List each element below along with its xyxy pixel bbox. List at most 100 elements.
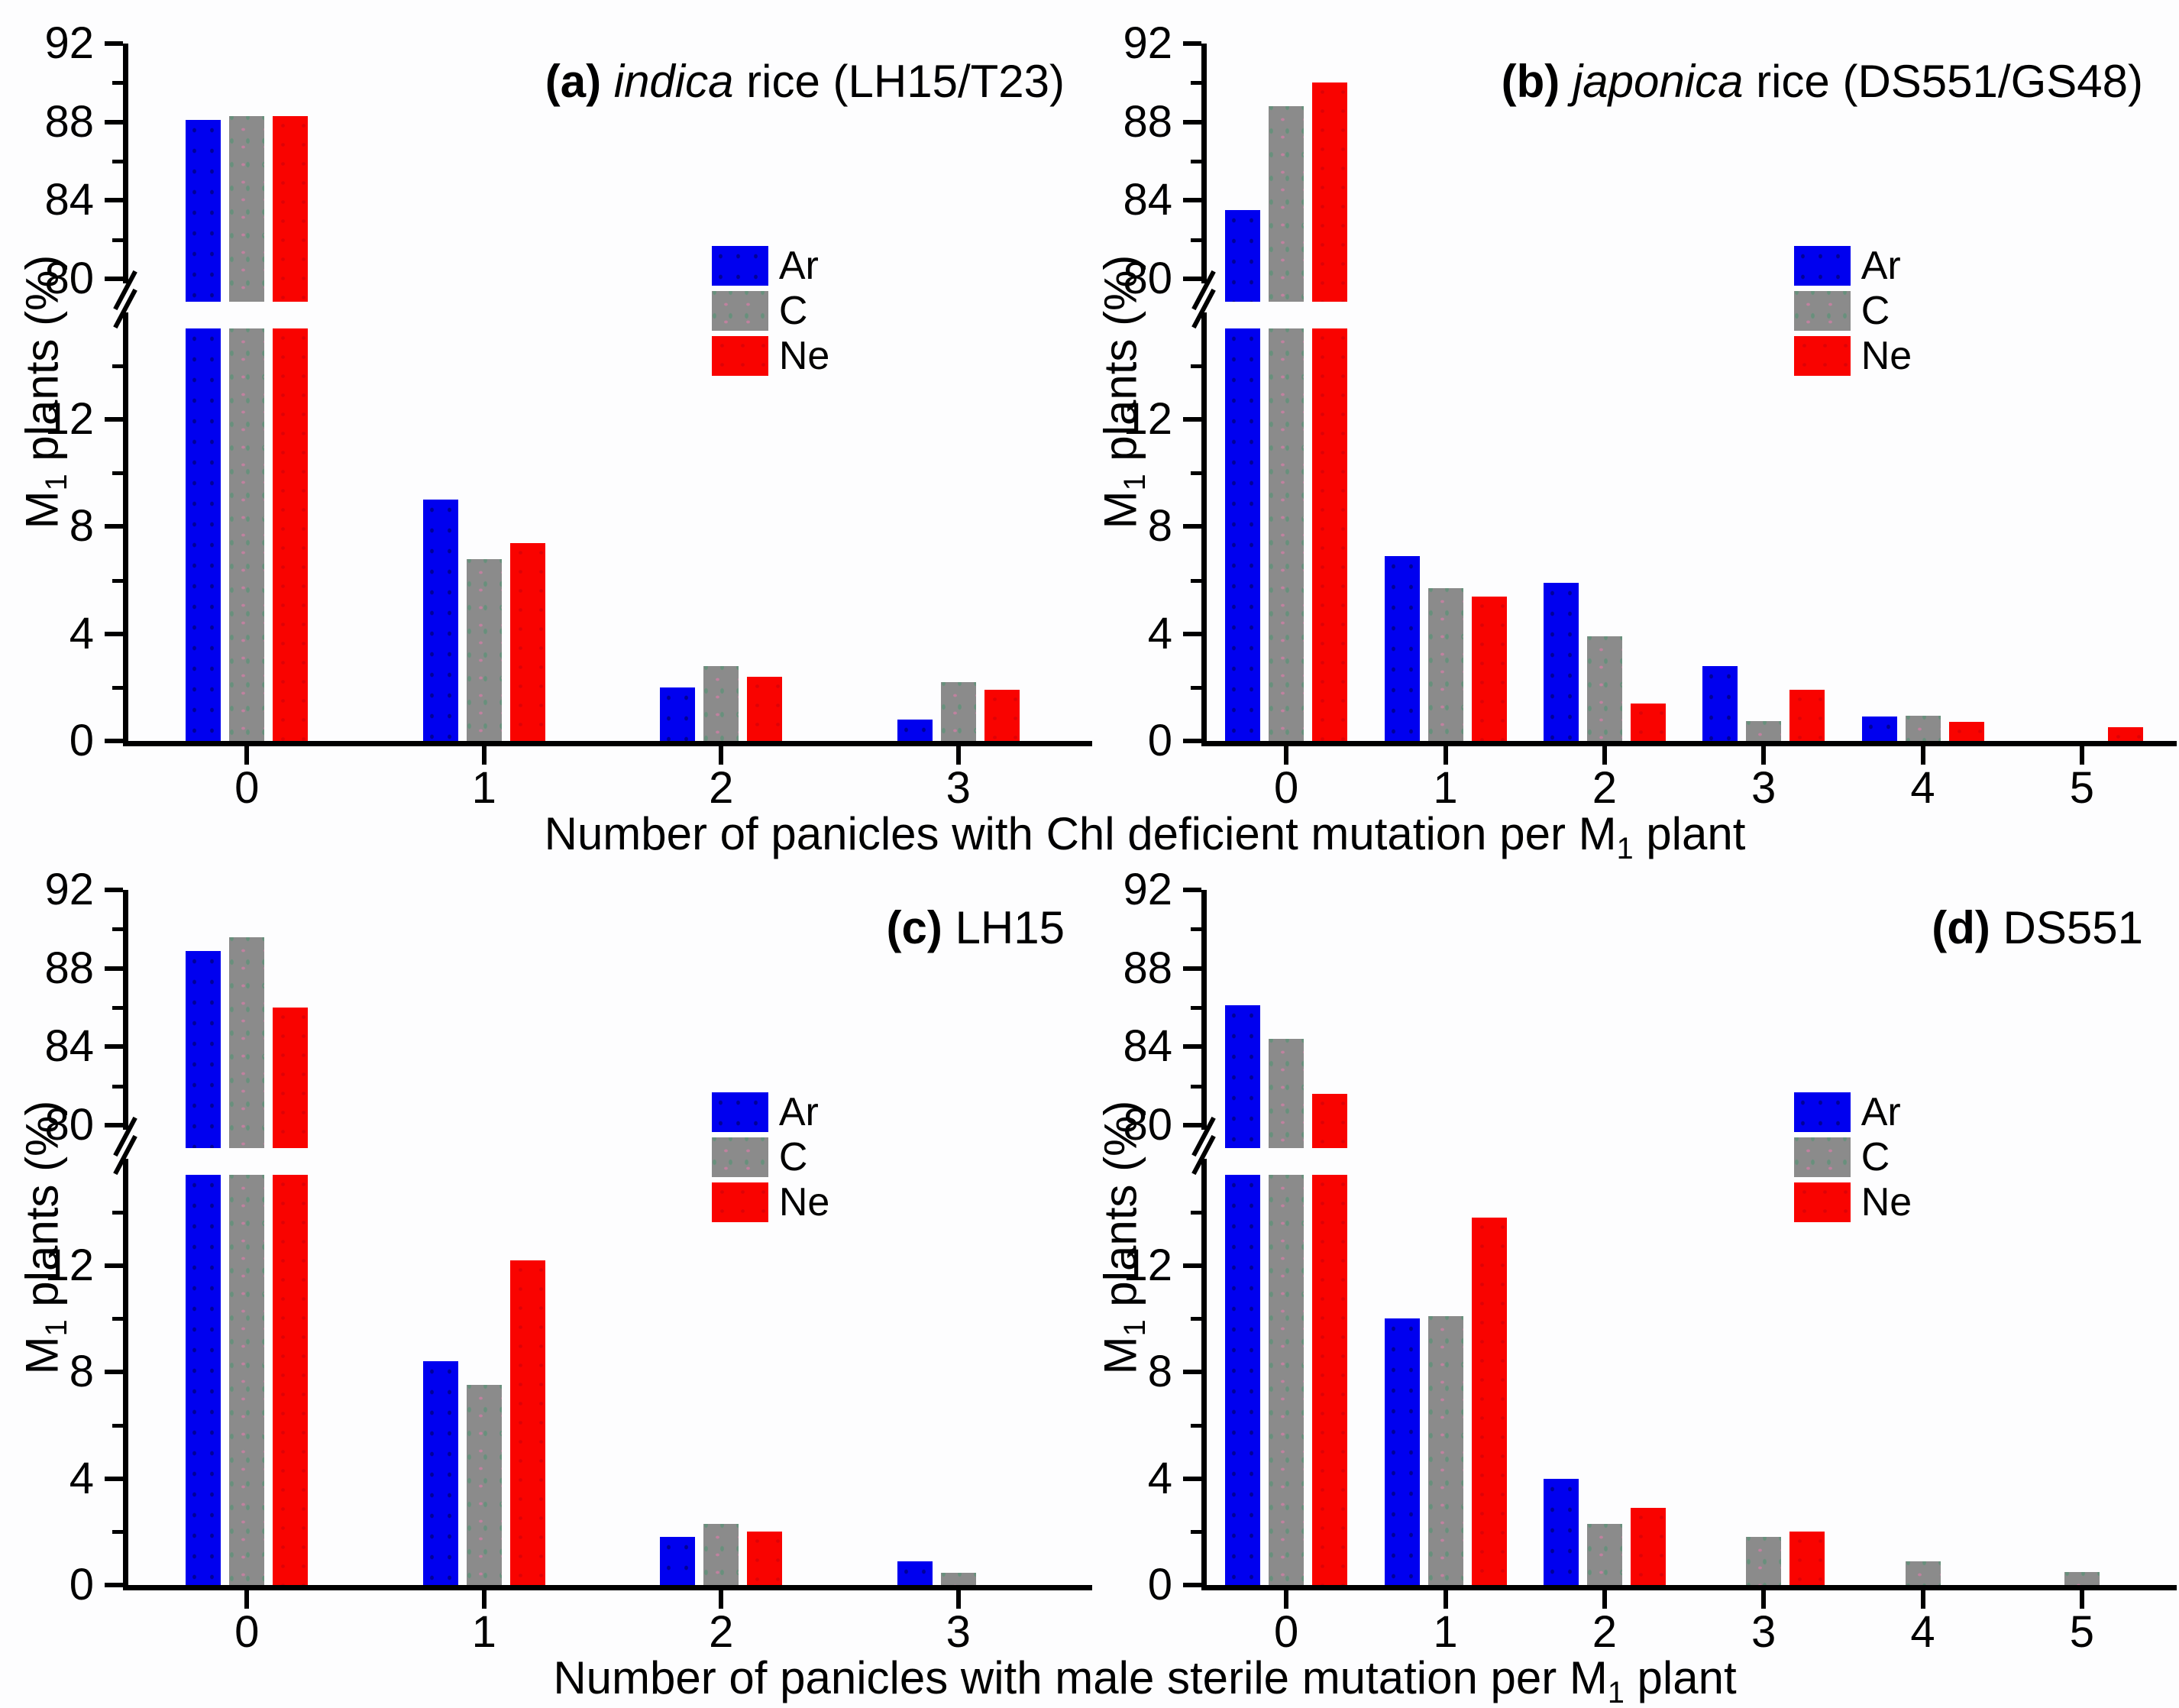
- bar: [1789, 690, 1825, 741]
- x-tick: [1761, 1590, 1767, 1609]
- x-tick-label: 1: [1433, 1607, 1458, 1657]
- y-tick: [105, 417, 123, 422]
- y-axis-line: [123, 1159, 128, 1590]
- legend-swatch-c: [711, 291, 768, 331]
- y-tick: [1183, 119, 1201, 125]
- y-minor-tick: [112, 1006, 123, 1010]
- y-tick: [1183, 739, 1201, 743]
- y-tick: [1183, 631, 1201, 636]
- y-tick-label: 0: [69, 716, 94, 765]
- bar: [1384, 556, 1420, 741]
- bar: [1225, 1175, 1261, 1585]
- y-tick-label: 4: [69, 608, 94, 658]
- y-tick-label: 8: [69, 1347, 94, 1397]
- y-tick: [105, 41, 123, 46]
- legend-label: Ne: [1861, 334, 1912, 378]
- legend-label: Ne: [1861, 1180, 1912, 1224]
- legend-label: Ar: [778, 244, 819, 288]
- x-axis-line: [1201, 741, 2177, 746]
- y-minor-tick: [112, 364, 123, 369]
- y-minor-tick: [112, 1530, 123, 1535]
- panel-title-d: (d) DS551: [1932, 902, 2143, 953]
- x-tick: [244, 746, 250, 765]
- legend-swatch-ar: [1793, 1092, 1851, 1132]
- y-tick: [105, 739, 123, 743]
- bar: [509, 542, 545, 741]
- x-tick-label: 2: [1592, 1607, 1617, 1657]
- y-tick-label: 4: [1147, 1453, 1172, 1503]
- x-tick-label: 4: [1910, 1607, 1935, 1657]
- x-tick-label: 1: [471, 1607, 496, 1657]
- y-tick: [105, 1044, 123, 1050]
- y-tick: [1183, 277, 1201, 281]
- x-tick-label: 1: [1433, 763, 1458, 813]
- y-tick-label: 0: [69, 1560, 94, 1609]
- bar: [1269, 328, 1304, 741]
- y-tick-label: 84: [44, 1021, 94, 1072]
- legend-swatch-c: [1793, 291, 1851, 331]
- y-tick: [105, 119, 123, 125]
- bar: [422, 1361, 458, 1585]
- y-tick-label: 8: [1147, 501, 1172, 552]
- x-tick-label: 3: [946, 1607, 971, 1657]
- bar: [1746, 1537, 1782, 1585]
- y-tick-label: 4: [1147, 608, 1172, 658]
- bar: [1312, 1093, 1348, 1148]
- y-axis-line: [123, 312, 128, 746]
- x-tick-label: 1: [471, 763, 496, 813]
- y-tick: [1183, 966, 1201, 971]
- bar: [1789, 1532, 1825, 1585]
- x-axis-line: [123, 1585, 1092, 1590]
- bar: [703, 665, 739, 741]
- bar: [273, 1175, 309, 1585]
- y-tick: [1183, 198, 1201, 203]
- y-tick: [105, 1476, 123, 1481]
- bar: [940, 681, 976, 741]
- y-tick: [1183, 417, 1201, 422]
- panel-title-c: (c) LH15: [886, 902, 1065, 953]
- legend-label: C: [1861, 1135, 1890, 1179]
- y-tick-label: 4: [69, 1453, 94, 1503]
- bar: [229, 328, 265, 741]
- y-axis-line: [123, 890, 128, 1130]
- bar: [1586, 1523, 1622, 1585]
- y-tick-label: 84: [1123, 175, 1172, 225]
- x-tick: [1443, 1590, 1448, 1609]
- y-minor-tick: [112, 1210, 123, 1215]
- y-axis-line: [1201, 1159, 1207, 1590]
- y-tick-label: 80: [1123, 254, 1172, 303]
- x-tick: [1761, 746, 1767, 765]
- x-tick: [1284, 1590, 1289, 1609]
- bar: [509, 1260, 545, 1585]
- bar: [1948, 722, 1984, 741]
- y-tick-label: 88: [44, 96, 94, 147]
- bar: [1427, 1315, 1463, 1585]
- x-tick-label: 3: [1751, 763, 1776, 813]
- y-tick-label: 0: [1147, 1560, 1172, 1609]
- bar: [1312, 82, 1348, 302]
- bar: [2107, 727, 2143, 741]
- x-tick: [2079, 746, 2084, 765]
- panel-title-a: (a) indica rice (LH15/T23): [545, 56, 1065, 107]
- y-minor-tick: [112, 685, 123, 690]
- y-minor-tick: [1191, 81, 1201, 86]
- bar: [186, 328, 221, 741]
- bar: [747, 1532, 783, 1585]
- y-axis-line: [1201, 890, 1207, 1130]
- bar: [186, 950, 221, 1148]
- y-minor-tick: [1191, 685, 1201, 690]
- x-tick-label: 5: [2069, 763, 2094, 813]
- bar: [1269, 1039, 1304, 1148]
- y-tick: [105, 966, 123, 971]
- legend-label: Ne: [778, 1180, 830, 1224]
- y-tick: [1183, 1123, 1201, 1127]
- bar: [1427, 588, 1463, 741]
- x-tick-label: 2: [709, 1607, 734, 1657]
- y-tick: [105, 1370, 123, 1375]
- x-tick: [244, 1590, 250, 1609]
- x-tick-label: 5: [2069, 1607, 2094, 1657]
- y-tick: [1183, 1583, 1201, 1587]
- bar: [1312, 328, 1348, 741]
- bar: [1630, 703, 1666, 741]
